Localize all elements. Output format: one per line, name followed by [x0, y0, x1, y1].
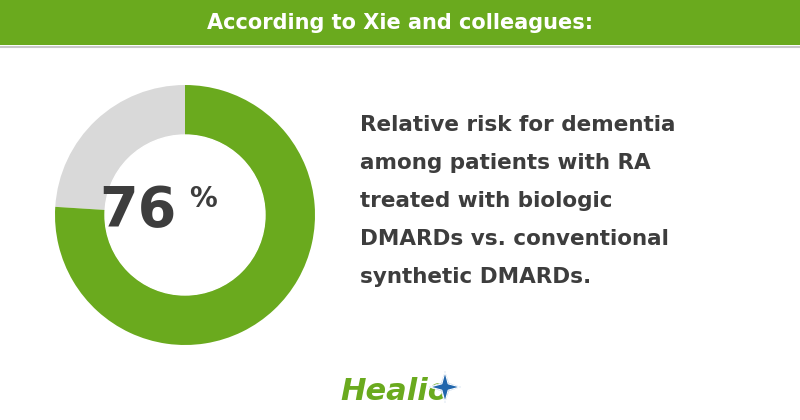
Text: synthetic DMARDs.: synthetic DMARDs. — [360, 267, 591, 287]
Wedge shape — [55, 85, 185, 210]
Polygon shape — [430, 372, 460, 402]
Text: Healio: Healio — [340, 378, 449, 407]
Text: %: % — [189, 185, 217, 213]
Text: 76: 76 — [100, 184, 177, 238]
Text: among patients with RA: among patients with RA — [360, 153, 650, 173]
Text: treated with biologic: treated with biologic — [360, 191, 613, 211]
Circle shape — [105, 135, 265, 295]
Text: DMARDs vs. conventional: DMARDs vs. conventional — [360, 229, 669, 249]
Polygon shape — [429, 371, 461, 403]
Wedge shape — [55, 85, 315, 345]
Text: Relative risk for dementia: Relative risk for dementia — [360, 115, 675, 135]
Text: According to Xie and colleagues:: According to Xie and colleagues: — [207, 13, 593, 33]
FancyBboxPatch shape — [0, 0, 800, 45]
